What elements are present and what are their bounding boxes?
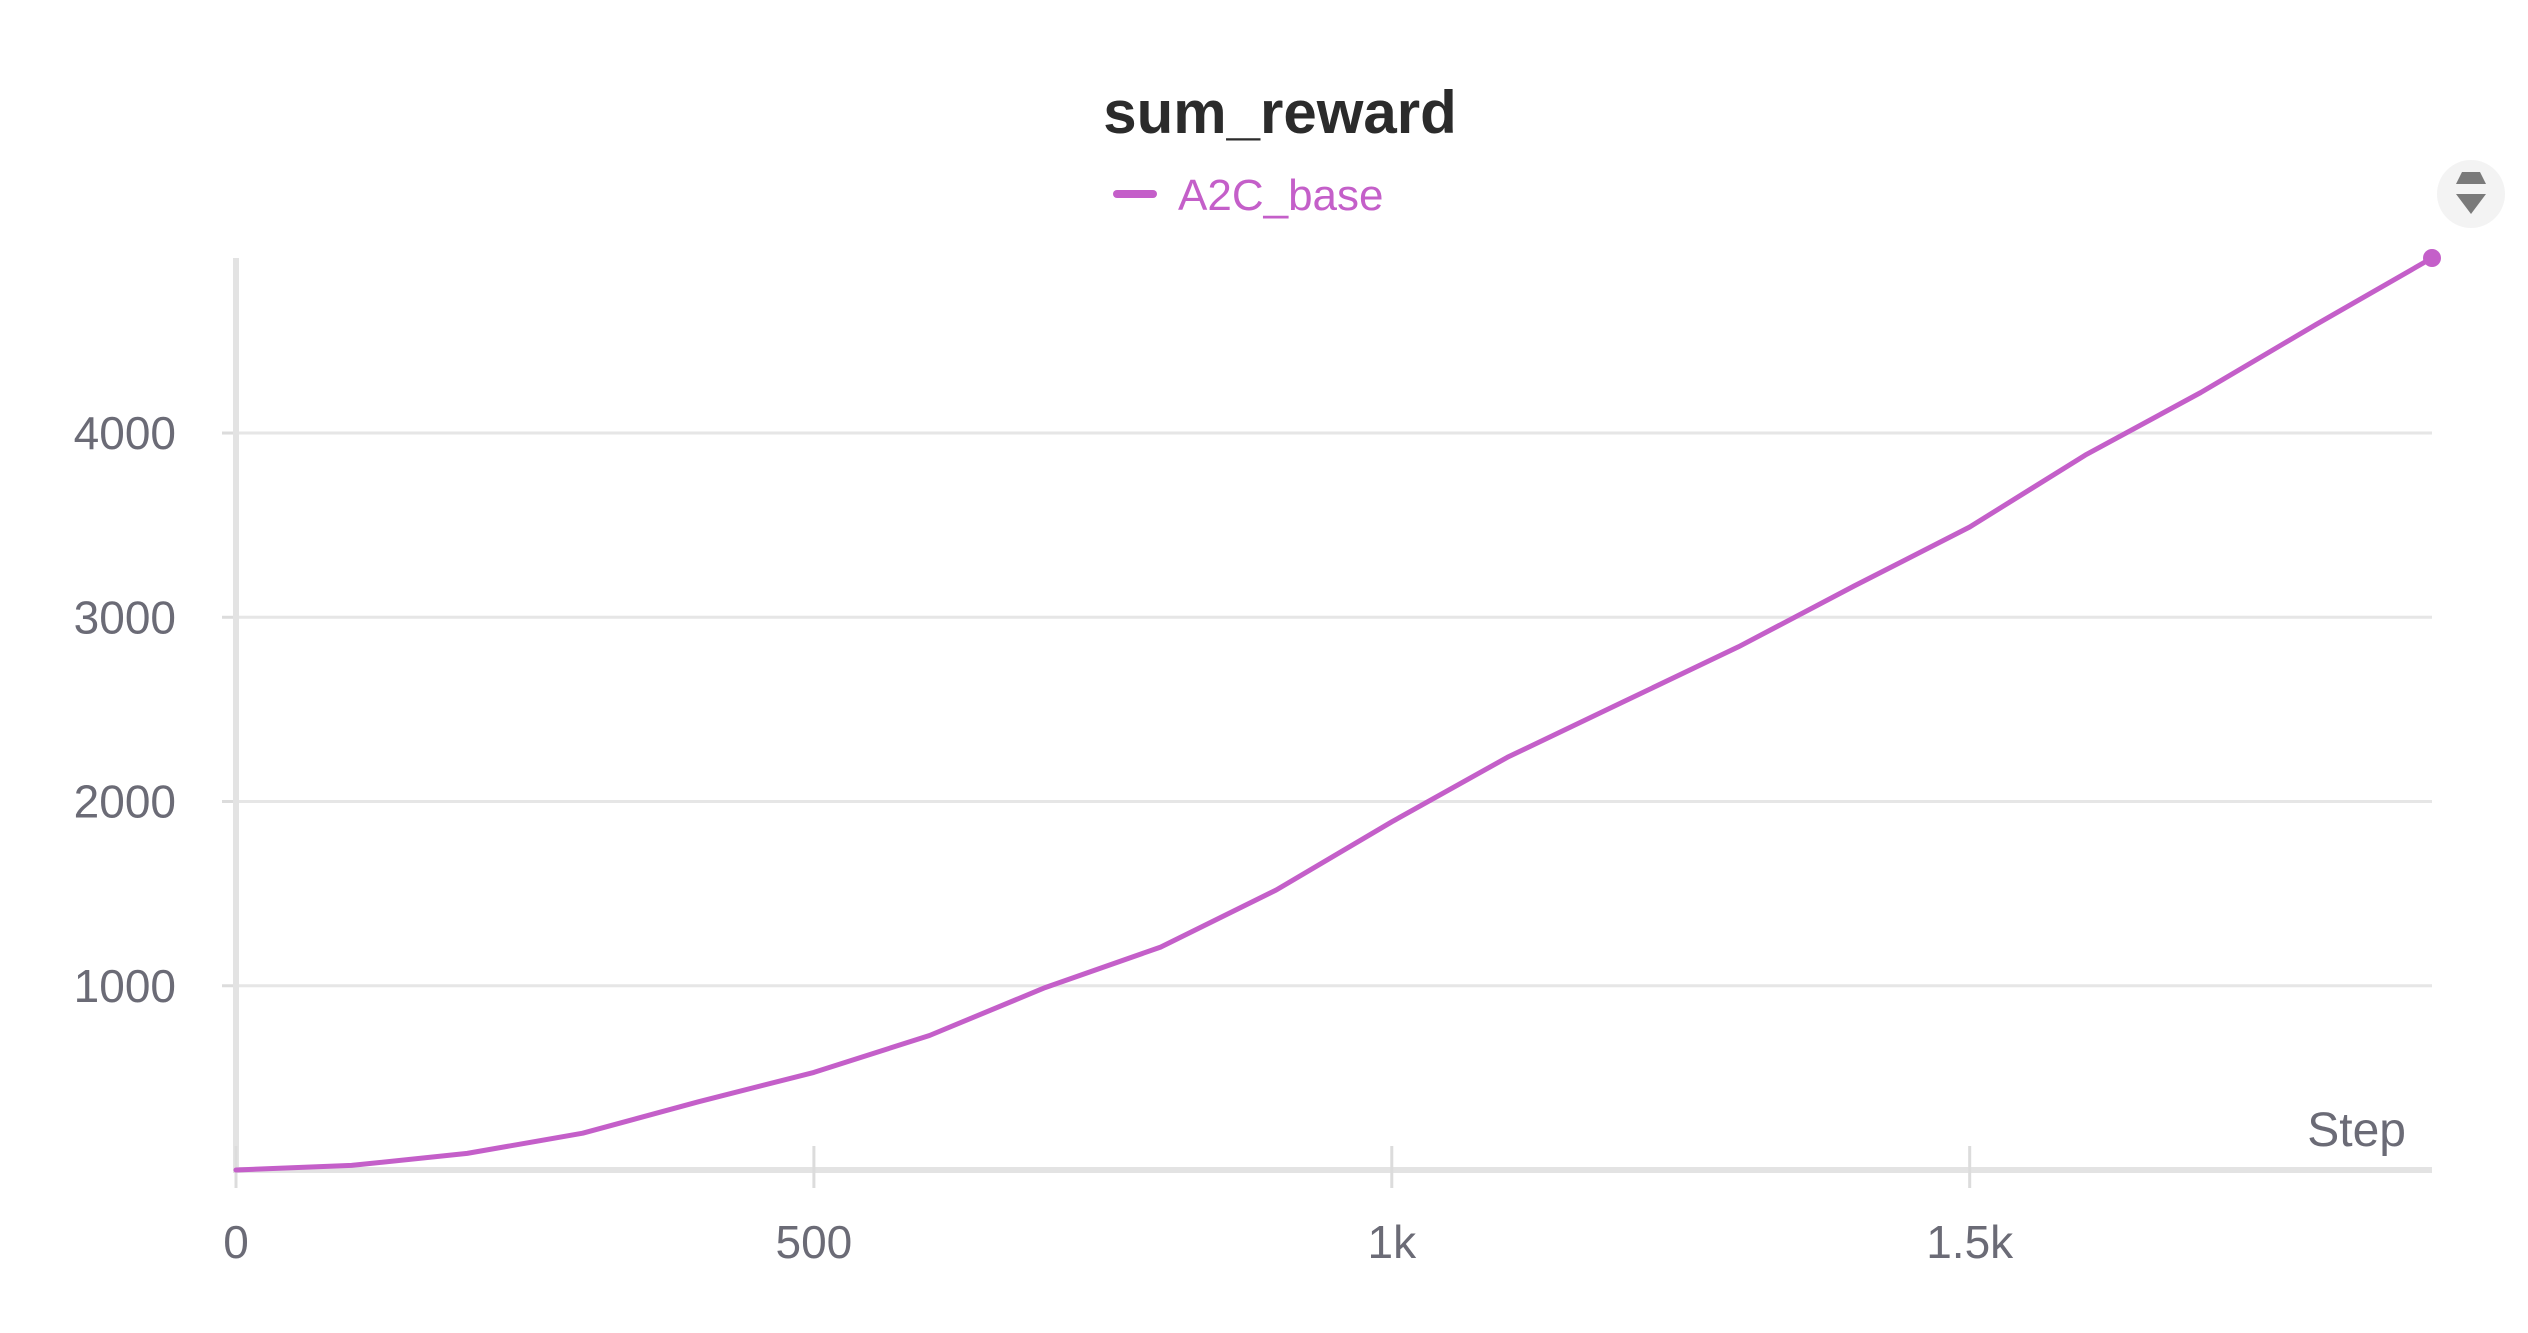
series-layer [233, 249, 2441, 1173]
series-line-a2c-base [233, 255, 2435, 1173]
chart-title: sum_reward [1103, 79, 1457, 146]
axes [222, 258, 2432, 1188]
y-tick-label: 3000 [74, 591, 176, 643]
chevron-up-icon[interactable] [2456, 172, 2486, 184]
legend-label: A2C_base [1178, 171, 1383, 220]
y-tick-label: 2000 [74, 776, 176, 828]
x-tick-label: 1k [1367, 1216, 1417, 1268]
y-tick-label: 4000 [74, 407, 176, 459]
x-axis-title: Step [2307, 1104, 2406, 1157]
chart-controls[interactable] [2437, 160, 2505, 228]
series-last-point [2423, 249, 2441, 267]
x-tick-label: 500 [776, 1216, 853, 1268]
legend-item-a2c-base[interactable]: A2C_base [1113, 171, 1383, 220]
chevron-down-icon[interactable] [2456, 194, 2486, 214]
x-tick-label: 0 [223, 1216, 249, 1268]
x-tick-label: 1.5k [1926, 1216, 2014, 1268]
grid-lines [236, 431, 2432, 988]
expand-collapse-icon[interactable] [2437, 160, 2505, 228]
y-tick-label: 1000 [74, 960, 176, 1012]
labels: 1000 2000 3000 4000 0 500 1k 1.5k Step sum_reward [74, 79, 2406, 1268]
legend[interactable]: A2C_base [1113, 171, 1383, 220]
